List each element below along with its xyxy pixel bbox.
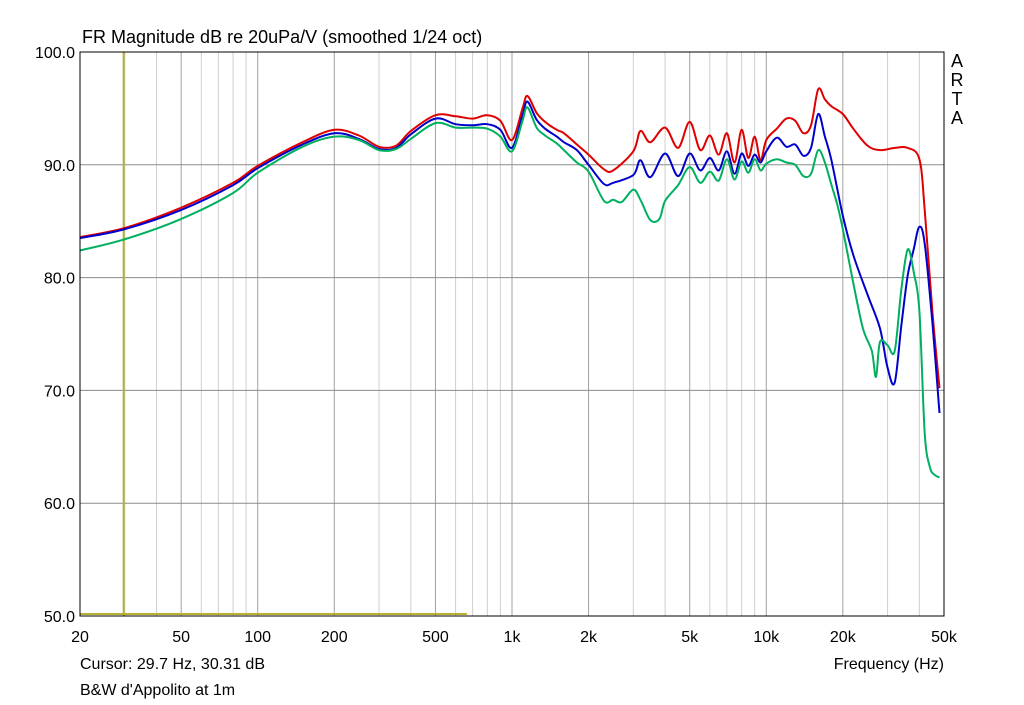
brand-letter: A	[950, 108, 963, 128]
measurement-caption: B&W d'Appolito at 1m	[80, 682, 236, 699]
series-line	[79, 106, 940, 479]
y-tick-label: 70.0	[44, 383, 75, 400]
y-tick-label: 50.0	[44, 609, 75, 626]
x-axis-title: Frequency (Hz)	[833, 656, 944, 673]
brand-letter: R	[950, 70, 964, 90]
x-tick-label: 10k	[753, 629, 780, 646]
brand-letter: T	[951, 89, 963, 109]
series-line	[79, 100, 941, 414]
x-tick-label: 200	[321, 629, 348, 646]
brand-letter: A	[950, 51, 963, 71]
x-tick-label: 5k	[681, 629, 699, 646]
y-tick-label: 100.0	[35, 45, 75, 62]
x-tick-label: 50	[172, 629, 190, 646]
brand-logo: A R T A	[947, 52, 967, 128]
x-tick-label: 2k	[580, 629, 598, 646]
chart-title: FR Magnitude dB re 20uPa/V (smoothed 1/2…	[82, 27, 483, 47]
cursor-readout: Cursor: 29.7 Hz, 30.31 dB	[80, 656, 265, 673]
x-tick-label: 100	[244, 629, 271, 646]
y-tick-label: 60.0	[44, 496, 75, 513]
x-tick-label: 20k	[830, 629, 857, 646]
series-line	[79, 87, 941, 389]
x-tick-label: 20	[71, 629, 89, 646]
y-tick-label: 90.0	[44, 158, 75, 175]
plot-frame	[79, 51, 945, 617]
y-tick-label: 80.0	[44, 271, 75, 288]
x-tick-label: 500	[422, 629, 449, 646]
x-tick-label: 50k	[931, 629, 958, 646]
x-tick-label: 1k	[504, 629, 522, 646]
